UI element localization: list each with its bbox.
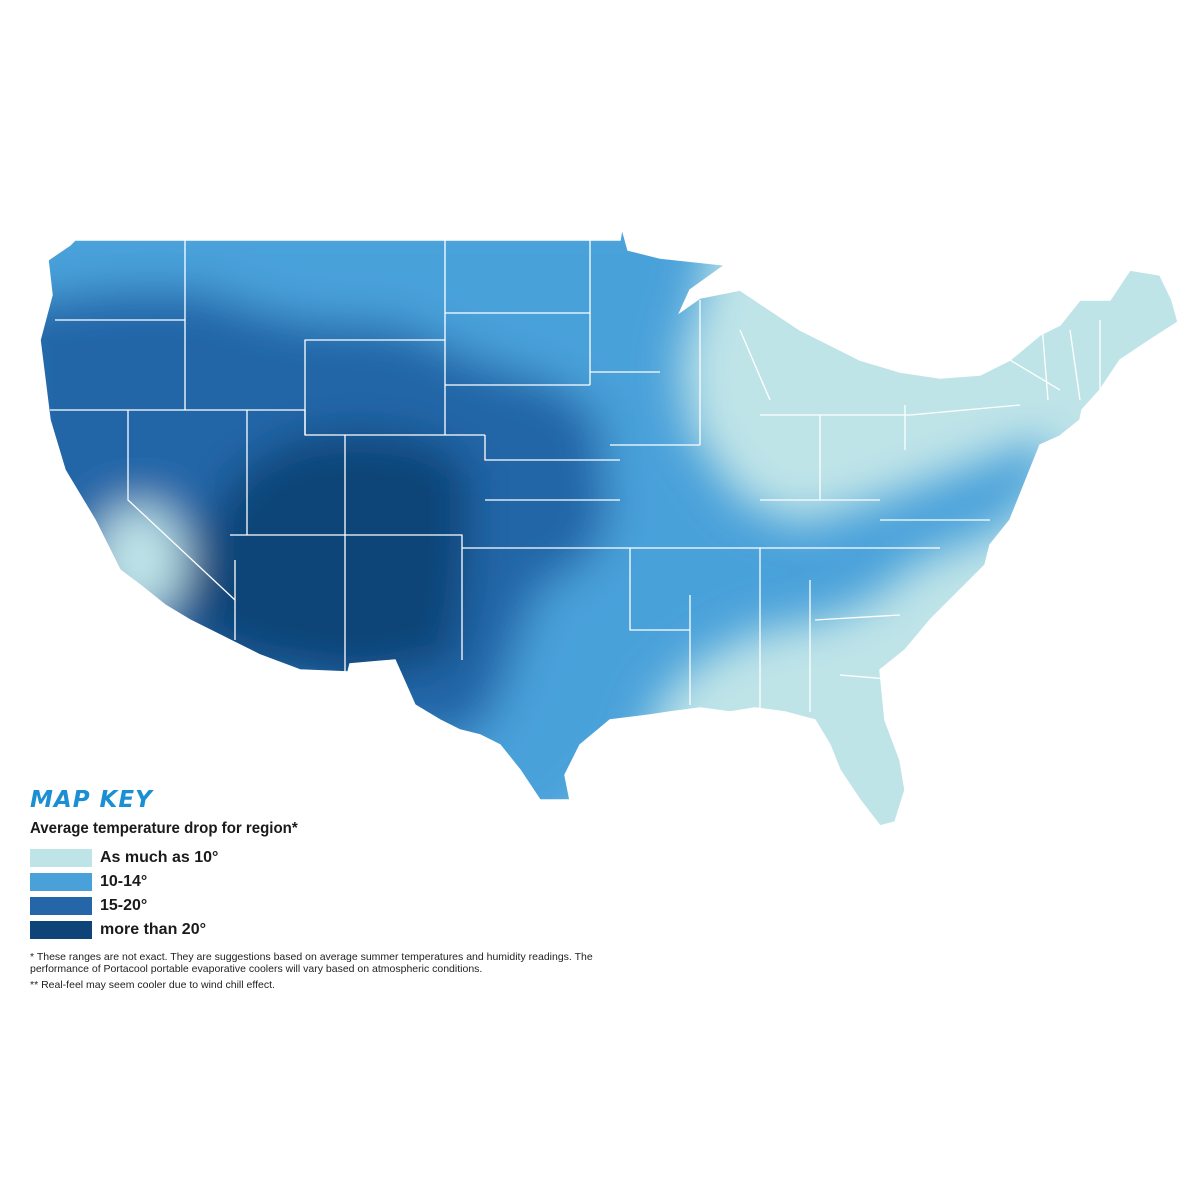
legend-item: 10-14° <box>30 871 650 893</box>
zone-more-than-20 <box>180 430 470 680</box>
legend-label: 10-14° <box>100 873 148 890</box>
map-key-title: MAP KEY <box>30 787 153 813</box>
footnote-real-feel: ** Real-feel may seem cooler due to wind… <box>30 979 275 991</box>
footnote-ranges: * These ranges are not exact. They are s… <box>30 951 593 975</box>
map-key: MAP KEY Average temperature drop for reg… <box>30 786 650 995</box>
legend-label: 15-20° <box>100 897 148 914</box>
legend-item: 15-20° <box>30 895 650 917</box>
legend-item: more than 20° <box>30 919 650 941</box>
legend-label: As much as 10° <box>100 849 219 866</box>
map-key-legend: As much as 10° 10-14° 15-20° more than 2… <box>30 847 650 941</box>
state-borders <box>50 240 1101 712</box>
zone-coast-light <box>95 505 185 615</box>
legend-swatch <box>30 873 92 891</box>
legend-swatch <box>30 921 92 939</box>
legend-item: As much as 10° <box>30 847 650 869</box>
footnotes: * These ranges are not exact. They are s… <box>30 951 650 991</box>
legend-swatch <box>30 849 92 867</box>
legend-label: more than 20° <box>100 921 206 938</box>
map-key-subtitle: Average temperature drop for region* <box>30 820 298 837</box>
legend-swatch <box>30 897 92 915</box>
